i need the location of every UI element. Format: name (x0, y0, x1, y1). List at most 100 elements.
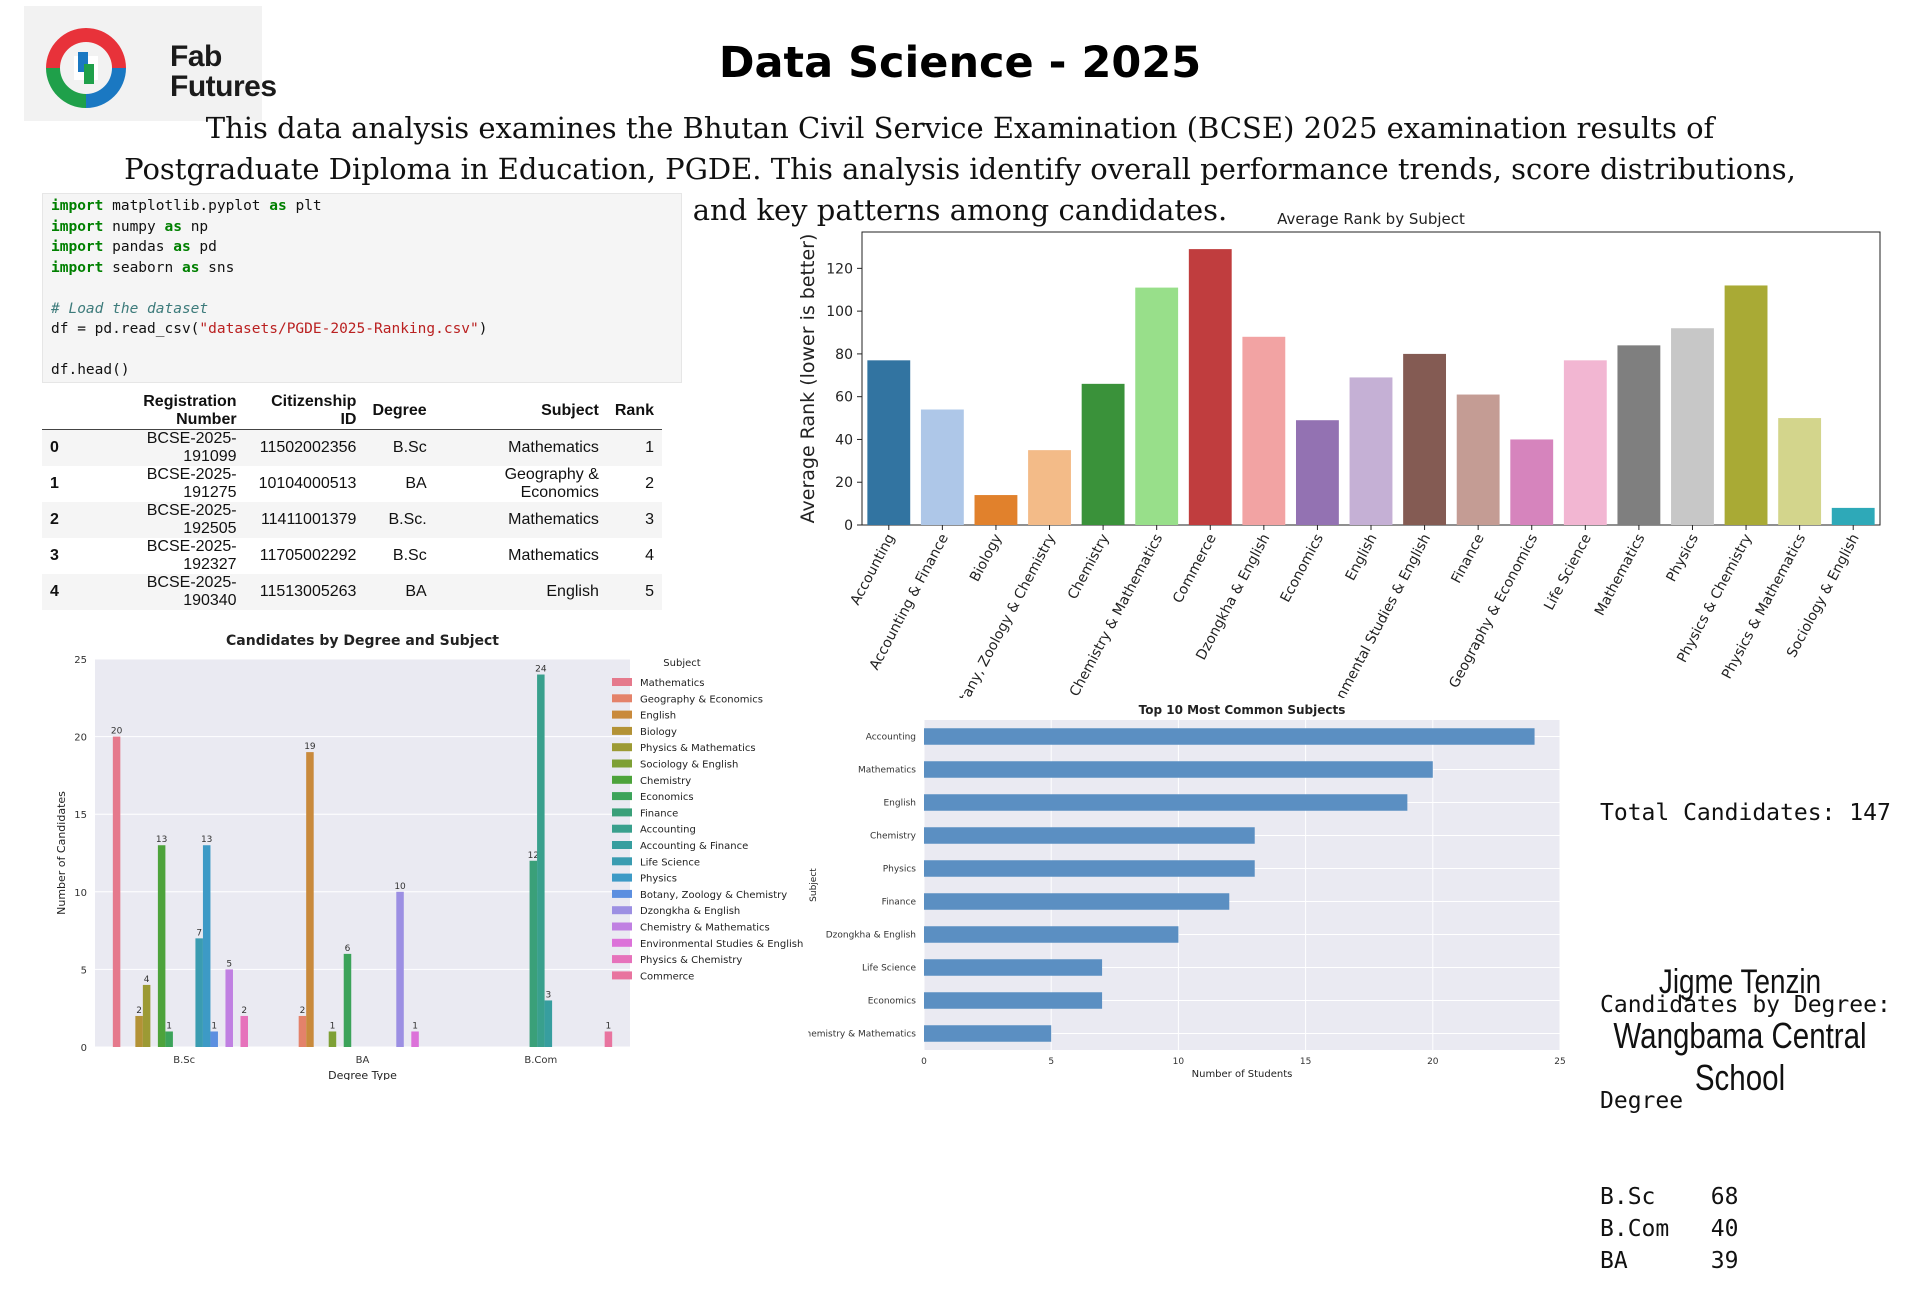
bar-chemistry (157, 845, 166, 1047)
bar-accounting (924, 728, 1535, 745)
legend-swatch (612, 955, 632, 964)
table-cell: Mathematics (508, 547, 599, 564)
average-rank-chart: Average Rank by Subject 0 20 40 60 80 100 120 Av… (797, 210, 1881, 698)
table-cell: 11513005263 (244, 574, 365, 610)
data-label: 10 (394, 882, 406, 892)
summary-row: BA 39 (1600, 1248, 1739, 1274)
y-tick-label: Dzongkha & English (826, 931, 916, 941)
bar-chemistry (924, 827, 1255, 844)
legend-label: Dzongkha & English (640, 906, 740, 917)
logo-wordmark: Fab Futures (170, 42, 277, 102)
x-tick-label: English (1343, 531, 1381, 583)
code-token: as (164, 218, 182, 235)
legend-label: Environmental Studies & English (640, 939, 803, 950)
code-token: as (173, 239, 191, 255)
code-line: df = pd.read_csv("datasets/PGDE-2025-Ran… (51, 319, 681, 340)
code-token: np (181, 218, 209, 235)
bar-physics-chemistry (240, 1015, 248, 1047)
x-axis-label: Degree Type (328, 1069, 397, 1080)
code-token: df.head() (51, 362, 130, 378)
bar-dzongkha-english (396, 891, 404, 1047)
y-tick-label: 120 (826, 261, 853, 277)
bar-dzongkha-english (1242, 336, 1286, 525)
x-tick-label: Mathematics (1592, 531, 1648, 618)
data-label: 2 (241, 1006, 247, 1016)
x-tick-label: Chemistry & Mathematics (1067, 531, 1166, 698)
code-token: # Load the dataset (51, 300, 209, 317)
code-token: pandas (103, 239, 174, 255)
code-line: import numpy as np (51, 217, 681, 238)
x-tick-label: Finance (1448, 531, 1487, 586)
table-row: 2 BCSE-2025-192505 11411001379 B.Sc. Mathema… (42, 502, 662, 538)
code-line (51, 340, 681, 361)
legend-swatch (612, 873, 632, 882)
y-tick-label: 10 (74, 888, 87, 899)
y-tick-label: 80 (835, 347, 853, 363)
legend-swatch (612, 678, 632, 686)
y-axis-label: Number of Candidates (55, 791, 68, 915)
legend-swatch (612, 889, 632, 898)
table-cell: BA (405, 475, 427, 492)
table-cell: Geography & Economics (504, 466, 599, 501)
legend-label: Finance (640, 808, 678, 819)
table-cell: 10104000513 (258, 475, 357, 492)
table-header-cell: Citizenship ID (244, 393, 365, 430)
bar-biology (974, 495, 1018, 525)
bar-life-science (195, 938, 203, 1047)
data-label: 7 (196, 928, 202, 938)
y-tick-label: 0 (844, 518, 853, 534)
data-label: 20 (111, 727, 123, 737)
table-cell: 2 (42, 502, 86, 538)
author-name: Jigme Tenzin (1658, 963, 1822, 1001)
table-header-cell: Rank (606, 393, 662, 430)
bar-economics (165, 1031, 173, 1047)
bar-commerce (1188, 249, 1232, 525)
y-tick-label: Accounting (866, 733, 916, 743)
code-token: "datasets/PGDE-2025-Ranking.csv" (199, 321, 479, 337)
bar-chemistry-mathematics (225, 969, 233, 1047)
bar-geography-economics (298, 1015, 307, 1047)
bar-accounting (867, 360, 911, 525)
data-label: 2 (136, 1006, 142, 1016)
table-cell: BCSE-2025-190340 (86, 574, 245, 610)
data-label: 3 (545, 990, 551, 1000)
legend-swatch (612, 792, 632, 801)
bar-biology (135, 1015, 143, 1047)
legend-label: Commerce (640, 971, 694, 982)
data-label: 6 (345, 944, 351, 954)
table-row: 4 BCSE-2025-190340 11513005263 BA English 5 (42, 574, 662, 610)
legend-title: Subject (663, 658, 700, 669)
summary-heading: Candidates by Degree: (1600, 992, 1891, 1018)
legend-swatch (612, 922, 632, 931)
legend-label: Chemistry & Mathematics (640, 923, 770, 934)
data-label: 1 (211, 1021, 217, 1031)
legend-swatch (612, 938, 632, 947)
legend-label: Mathematics (640, 678, 704, 689)
top-subjects-chart: Top 10 Most Common Subjects 0 5 10 15 20 25 Num… (808, 703, 1566, 1078)
x-tick-label: B.Com (524, 1055, 557, 1066)
bar-physics (202, 845, 211, 1047)
code-token: as (269, 198, 287, 214)
school-name: Wangbama Central School (1613, 1015, 1867, 1098)
x-tick-label: Economics (1278, 531, 1327, 605)
table-cell: 11502002356 (244, 429, 365, 466)
data-label: 1 (166, 1021, 172, 1031)
y-tick-label: Economics (868, 997, 917, 1007)
page-title: Data Science - 2025 (718, 38, 1202, 88)
data-label: 19 (304, 742, 316, 752)
bar-finance (1456, 394, 1500, 525)
table-header-cell: Subject (434, 393, 607, 430)
intro-paragraph: This data analysis examines the Bhutan C… (124, 111, 1796, 227)
code-line: import pandas as pd (51, 237, 681, 258)
table-cell: 0 (42, 429, 86, 466)
bar-english (1349, 377, 1393, 525)
x-tick-label: 10 (1173, 1057, 1185, 1067)
summary-total: Total Candidates: 147 (1600, 800, 1891, 826)
x-tick-label: onmental Studies & English (1329, 531, 1434, 698)
x-axis-label: Number of Students (1192, 1069, 1293, 1078)
data-label: 12 (528, 851, 539, 861)
code-token: seaborn (103, 259, 182, 276)
fab-futures-logo: Fab Futures (24, 6, 277, 121)
data-label: 24 (535, 665, 547, 675)
data-label: 1 (412, 1021, 418, 1031)
